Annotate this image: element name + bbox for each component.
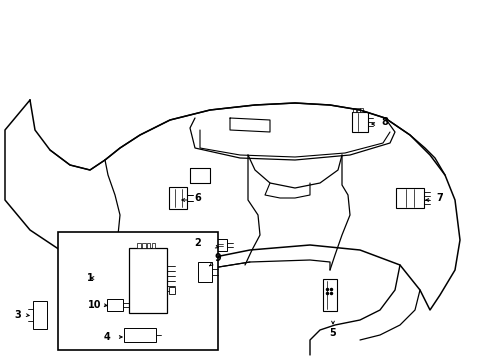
FancyBboxPatch shape bbox=[198, 262, 212, 282]
FancyBboxPatch shape bbox=[142, 243, 146, 248]
Text: 4: 4 bbox=[103, 332, 110, 342]
FancyBboxPatch shape bbox=[352, 112, 368, 132]
FancyBboxPatch shape bbox=[323, 279, 337, 311]
Text: 6: 6 bbox=[195, 193, 201, 203]
FancyBboxPatch shape bbox=[129, 248, 167, 312]
FancyBboxPatch shape bbox=[147, 243, 150, 248]
Text: 9: 9 bbox=[215, 253, 221, 263]
FancyBboxPatch shape bbox=[33, 301, 47, 329]
FancyBboxPatch shape bbox=[209, 239, 227, 251]
FancyBboxPatch shape bbox=[137, 243, 141, 248]
Text: 2: 2 bbox=[195, 238, 201, 248]
Text: 5: 5 bbox=[330, 328, 336, 338]
FancyBboxPatch shape bbox=[58, 232, 218, 350]
FancyBboxPatch shape bbox=[361, 108, 364, 112]
Text: 8: 8 bbox=[382, 117, 389, 127]
Text: 1: 1 bbox=[87, 273, 94, 283]
FancyBboxPatch shape bbox=[353, 108, 356, 112]
Text: 10: 10 bbox=[88, 300, 102, 310]
FancyBboxPatch shape bbox=[124, 328, 156, 342]
FancyBboxPatch shape bbox=[152, 243, 155, 248]
FancyBboxPatch shape bbox=[107, 299, 123, 311]
FancyBboxPatch shape bbox=[169, 287, 175, 294]
Text: 7: 7 bbox=[437, 193, 443, 203]
Text: 3: 3 bbox=[15, 310, 22, 320]
FancyBboxPatch shape bbox=[357, 108, 360, 112]
FancyBboxPatch shape bbox=[169, 187, 187, 209]
FancyBboxPatch shape bbox=[396, 188, 424, 208]
